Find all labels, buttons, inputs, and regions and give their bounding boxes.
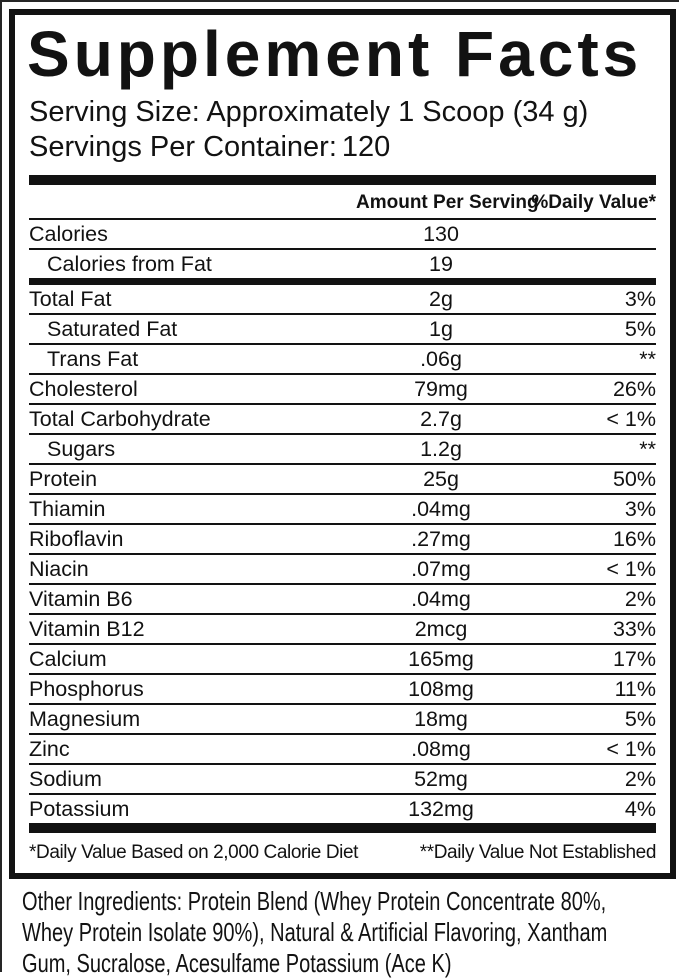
nutrient-name: Phosphorus: [29, 677, 144, 701]
nutrient-name: Thiamin: [29, 497, 106, 521]
thick-divider-top: [29, 175, 656, 185]
nutrient-amount: 2g: [429, 287, 453, 311]
table-row: Trans Fat .06g **: [29, 345, 656, 375]
nutrient-amount: 1g: [429, 317, 453, 341]
nutrient-rows: Calories 130 Calories from Fat 19 Total …: [29, 220, 656, 823]
nutrient-amount: .04mg: [411, 587, 471, 611]
table-row: Vitamin B12 2mcg 33%: [29, 615, 656, 645]
table-row: Protein 25g 50%: [29, 465, 656, 495]
table-row: Potassium 132mg 4%: [29, 795, 656, 823]
header-daily-value: %Daily Value*: [531, 192, 656, 213]
footnote-not-established: **Daily Value Not Established: [419, 842, 657, 863]
nutrient-amount: 165mg: [408, 647, 474, 671]
table-row: Cholesterol 79mg 26%: [29, 375, 656, 405]
nutrient-name: Zinc: [29, 737, 70, 761]
nutrient-daily-value: 17%: [612, 647, 656, 671]
nutrient-daily-value: < 1%: [606, 737, 656, 761]
nutrient-name: Saturated Fat: [47, 317, 178, 341]
nutrient-name: Magnesium: [29, 707, 141, 731]
nutrient-name: Riboflavin: [29, 527, 124, 551]
table-row: Sodium 52mg 2%: [29, 765, 656, 795]
nutrient-amount: .08mg: [411, 737, 471, 761]
nutrient-daily-value: **: [639, 347, 656, 371]
nutrient-name: Vitamin B12: [29, 617, 145, 641]
table-row: Sugars 1.2g **: [29, 435, 656, 465]
nutrient-name: Niacin: [29, 557, 89, 581]
panel-title: Supplement Facts: [27, 18, 643, 90]
table-row: Thiamin .04mg 3%: [29, 495, 656, 525]
table-row: Vitamin B6 .04mg 2%: [29, 585, 656, 615]
nutrient-amount: .04mg: [411, 497, 471, 521]
nutrient-amount: 1.2g: [420, 437, 462, 461]
table-header-row: Amount Per Serving %Daily Value*: [29, 185, 656, 220]
thick-divider-bottom: [29, 823, 656, 833]
servings-per-container-label: Servings Per Container:: [29, 131, 337, 163]
nutrient-name: Protein: [29, 467, 98, 491]
table-row: Saturated Fat 1g 5%: [29, 315, 656, 345]
nutrient-name: Sugars: [47, 437, 116, 461]
serving-size-line: Serving Size: Approximately 1 Scoop (34 …: [29, 96, 589, 128]
nutrient-name: Calcium: [29, 647, 107, 671]
nutrient-daily-value: 2%: [624, 587, 656, 611]
nutrient-amount: 25g: [423, 467, 459, 491]
table-row: Magnesium 18mg 5%: [29, 705, 656, 735]
table-row: Zinc .08mg < 1%: [29, 735, 656, 765]
nutrient-daily-value: **: [639, 437, 656, 461]
nutrient-daily-value: < 1%: [606, 557, 656, 581]
nutrient-amount: 52mg: [414, 767, 468, 791]
nutrient-name: Sodium: [29, 767, 102, 791]
nutrient-amount: 108mg: [408, 677, 474, 701]
nutrient-daily-value: 16%: [612, 527, 656, 551]
nutrient-name: Trans Fat: [47, 347, 139, 371]
nutrient-name: Total Fat: [29, 287, 112, 311]
nutrient-name: Calories from Fat: [47, 252, 212, 276]
nutrient-amount: .07mg: [411, 557, 471, 581]
nutrient-amount: .27mg: [411, 527, 471, 551]
nutrient-daily-value: 11%: [614, 677, 656, 701]
servings-per-container-line: Servings Per Container: 120: [29, 130, 656, 165]
nutrient-daily-value: 26%: [612, 377, 656, 401]
nutrient-amount: 19: [429, 252, 453, 276]
nutrient-daily-value: 3%: [624, 497, 656, 521]
table-row: Total Carbohydrate 2.7g < 1%: [29, 405, 656, 435]
nutrient-name: Calories: [29, 222, 108, 246]
table-row: Phosphorus 108mg 11%: [29, 675, 656, 705]
nutrient-daily-value: 50%: [612, 467, 656, 491]
supplement-facts-panel: Supplement Facts Serving Size: Approxima…: [9, 9, 676, 879]
nutrient-name: Cholesterol: [29, 377, 138, 401]
nutrient-amount: 18mg: [414, 707, 468, 731]
table-row: Calories from Fat 19: [29, 250, 656, 285]
table-row: Total Fat 2g 3%: [29, 285, 656, 315]
nutrient-amount: 2mcg: [414, 617, 468, 641]
nutrient-amount: .06g: [420, 347, 462, 371]
nutrient-daily-value: 33%: [612, 617, 656, 641]
table-row: Calcium 165mg 17%: [29, 645, 656, 675]
nutrient-name: Vitamin B6: [29, 587, 133, 611]
nutrient-daily-value: 4%: [624, 797, 656, 821]
nutrient-daily-value: 3%: [624, 287, 656, 311]
nutrient-daily-value: 5%: [624, 317, 656, 341]
other-ingredients-text: Other Ingredients: Protein Blend (Whey P…: [22, 886, 608, 978]
header-amount-per-serving: Amount Per Serving: [356, 192, 539, 213]
nutrient-daily-value: 2%: [624, 767, 656, 791]
nutrient-amount: 79mg: [414, 377, 468, 401]
nutrient-amount: 132mg: [408, 797, 474, 821]
nutrient-daily-value: 5%: [624, 707, 656, 731]
footnotes-row: *Daily Value Based on 2,000 Calorie Diet…: [29, 833, 656, 875]
nutrient-name: Potassium: [29, 797, 130, 821]
servings-per-container-value: 120: [341, 131, 391, 163]
table-row: Riboflavin .27mg 16%: [29, 525, 656, 555]
nutrient-daily-value: < 1%: [606, 407, 656, 431]
nutrient-amount: 130: [423, 222, 459, 246]
nutrient-name: Total Carbohydrate: [29, 407, 211, 431]
table-row: Calories 130: [29, 220, 656, 250]
nutrient-amount: 2.7g: [420, 407, 462, 431]
footnote-daily-value-basis: *Daily Value Based on 2,000 Calorie Diet: [29, 842, 359, 863]
table-row: Niacin .07mg < 1%: [29, 555, 656, 585]
